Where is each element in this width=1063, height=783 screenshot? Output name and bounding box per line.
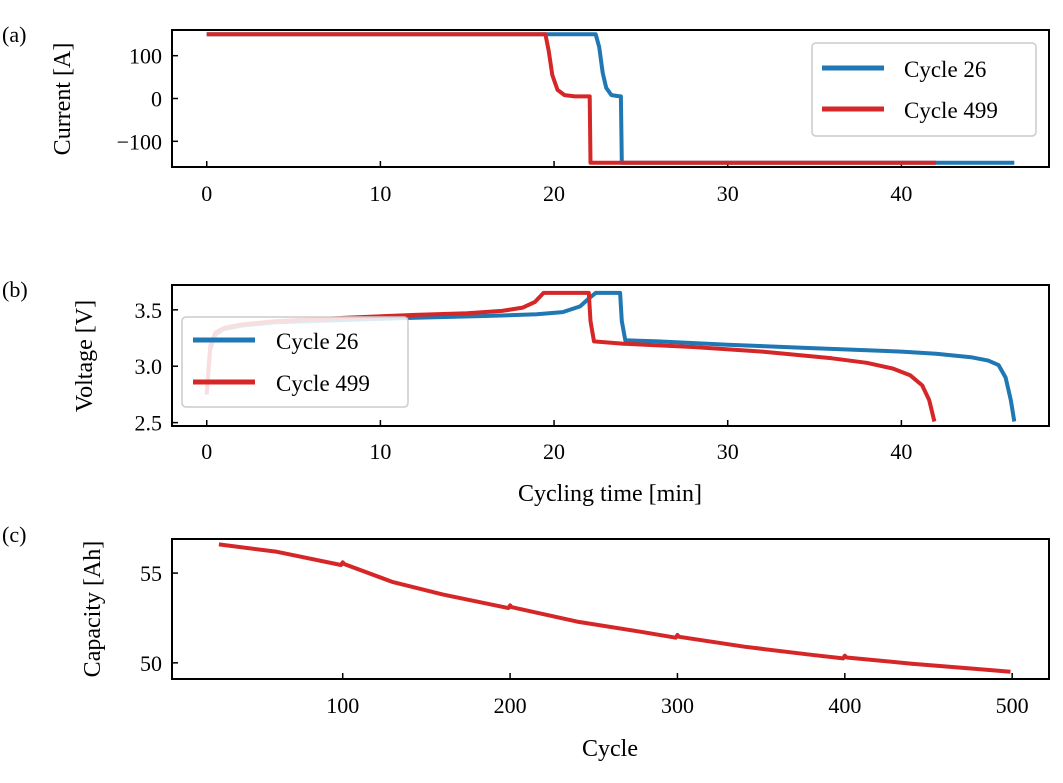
panel-b-xtick-label: 40 [890, 439, 912, 464]
panel-c-xtick-label: 500 [996, 693, 1029, 718]
panel-a-ylabel: Current [A] [50, 43, 76, 156]
panel-a: (a) 0 10 20 30 40 −100 0 100 Current [A] Cycle … [2, 22, 1050, 206]
panel-c-series [218, 542, 1011, 674]
panel-a-legend-label-cycle499: Cycle 499 [904, 98, 998, 123]
panel-b-ytick-label: 3.5 [135, 298, 163, 323]
panel-a-xtick-label: 0 [201, 181, 212, 206]
panel-a-frame [171, 29, 1050, 168]
panel-b-xtick-label: 20 [543, 439, 565, 464]
panel-b-xlabel: Cycling time [min] [518, 481, 702, 507]
panel-a-ytick-label: −100 [117, 129, 162, 154]
panel-a-ytick-label: 100 [129, 44, 162, 69]
panel-c-ylabel: Capacity [Ah] [80, 541, 106, 678]
panel-b-legend-label-cycle26: Cycle 26 [276, 329, 358, 354]
panel-c-xtick-label: 200 [494, 693, 527, 718]
panel-c-xtick-label: 300 [661, 693, 694, 718]
panel-b-frame [171, 284, 1050, 427]
panel-b-legend: Cycle 26 Cycle 499 [181, 316, 409, 408]
panel-c-xlabel: Cycle [582, 736, 638, 762]
panel-c-series-capacity [218, 542, 1011, 674]
panel-c-xtick-label: 100 [326, 693, 359, 718]
panel-a-legend-label-cycle26: Cycle 26 [904, 57, 986, 82]
panel-b-gridlayer: 0 10 20 30 40 2.5 3.0 3.5 [135, 298, 913, 464]
panel-c-xtick-label: 400 [828, 693, 861, 718]
panel-a-ytick-label: 0 [151, 87, 162, 112]
panel-a-xtick-label: 10 [369, 181, 391, 206]
panel-c-ytick-label: 55 [140, 561, 162, 586]
panel-a-series [206, 32, 1015, 165]
panel-a-series-cycle-499 [206, 32, 937, 165]
panel-c: (c) 100 200 300 400 500 50 55 Capacity [Ah] Cy… [2, 522, 1050, 762]
panel-b-xtick-label: 0 [201, 439, 212, 464]
panel-a-xtick-label: 20 [543, 181, 565, 206]
panel-c-ytick-label: 50 [140, 651, 162, 676]
panel-b-xtick-label: 10 [369, 439, 391, 464]
panel-a-gridlayer: 0 10 20 30 40 −100 0 100 [117, 44, 913, 206]
panel-c-gridlayer: 100 200 300 400 500 50 55 [140, 561, 1029, 718]
panel-c-label: (c) [2, 522, 26, 547]
panel-a-xtick-label: 40 [890, 181, 912, 206]
panel-a-series-cycle-26 [206, 32, 1015, 165]
panel-a-legend: Cycle 26 Cycle 499 [811, 42, 1037, 137]
panel-b-legend-label-cycle499: Cycle 499 [276, 371, 370, 396]
panel-a-label: (a) [2, 22, 26, 47]
panel-b-ytick-label: 3.0 [135, 354, 163, 379]
panel-b-xtick-label: 30 [717, 439, 739, 464]
panel-b-ylabel: Voltage [V] [72, 300, 98, 412]
panel-b-label: (b) [2, 277, 28, 302]
panel-a-xtick-label: 30 [717, 181, 739, 206]
panel-b-ytick-label: 2.5 [135, 411, 163, 436]
panel-c-frame [171, 538, 1050, 680]
panel-b: (b) 0 10 20 30 40 2.5 3.0 3.5 Voltage [V] Cycli… [2, 277, 1050, 507]
